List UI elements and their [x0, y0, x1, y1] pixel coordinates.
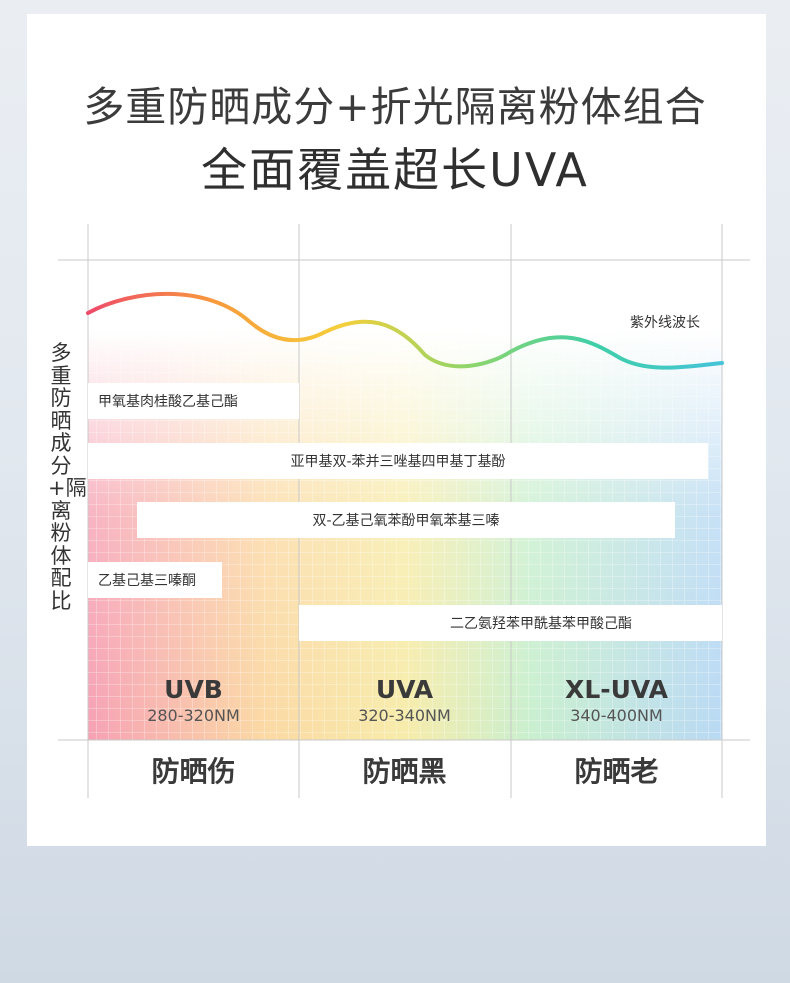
ingredient-label: 二乙氨羟苯甲酰基苯甲酸己酯 [450, 616, 632, 632]
title-line1: 多重防晒成分+折光隔离粉体组合 [83, 83, 707, 131]
title-line2: 全面覆盖超长UVA [201, 143, 589, 197]
band-name-xl-uva: XL-UVA [565, 675, 668, 704]
effect-label-uva: 防晒黑 [362, 755, 447, 788]
ingredient-bar: 二乙氨羟苯甲酰基苯甲酸己酯 [299, 605, 722, 641]
ingredient-label: 双-乙基己氧苯酚甲氧苯基三嗪 [312, 513, 500, 529]
ingredient-label: 亚甲基双-苯并三唑基四甲基丁基酚 [290, 454, 506, 470]
band-name-uvb: UVB [164, 675, 223, 704]
effect-label-uvb: 防晒伤 [151, 755, 236, 788]
ingredient-bar: 亚甲基双-苯并三唑基四甲基丁基酚 [88, 443, 708, 479]
band-name-uva: UVA [375, 675, 434, 704]
band-range-uva: 320-340NM [358, 706, 451, 725]
y-axis-label: 多重防晒成分+隔离粉体配比 [48, 341, 87, 613]
ingredient-bar: 乙基己基三嗪酮 [88, 562, 222, 598]
effect-label-xl-uva: 防晒老 [574, 755, 659, 788]
ingredient-label: 乙基己基三嗪酮 [98, 573, 196, 589]
ingredient-bar: 甲氧基肉桂酸乙基己酯 [88, 383, 299, 419]
band-range-uvb: 280-320NM [147, 706, 240, 725]
ingredient-bar: 双-乙基己氧苯酚甲氧苯基三嗪 [137, 502, 675, 538]
grid-lines [58, 224, 750, 798]
band-range-xl-uva: 340-400NM [570, 706, 663, 725]
uv-wave-line [86, 291, 724, 370]
ingredient-label: 甲氧基肉桂酸乙基己酯 [98, 394, 238, 410]
wave-label: 紫外线波长 [630, 315, 700, 331]
